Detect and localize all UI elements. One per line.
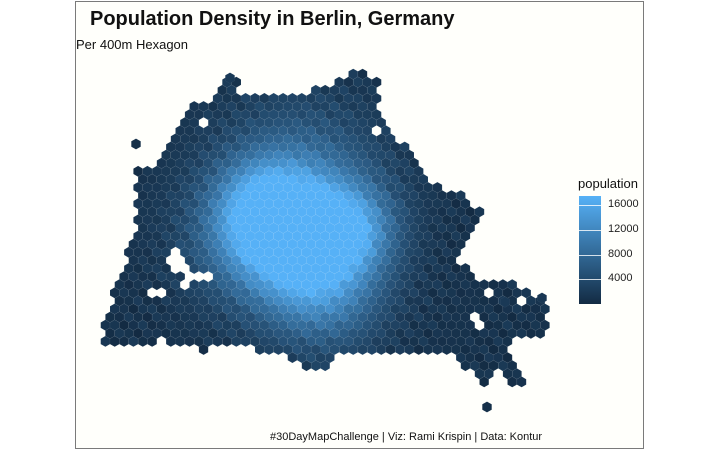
hexagon-cell: [222, 335, 232, 348]
hexagon-cell: [189, 262, 200, 275]
hexagon-cell: [357, 343, 368, 356]
hexagon-cell: [404, 343, 415, 356]
map-caption: #30DayMapChallenge | Viz: Rami Krispin |…: [270, 431, 543, 443]
hexagon-cell: [385, 343, 396, 356]
hexagon-cell: [507, 376, 518, 388]
hexagon-cell: [516, 327, 527, 339]
legend-title: population: [578, 176, 638, 191]
legend-tick-label: 16000: [608, 198, 639, 211]
hexagon-cell: [535, 327, 546, 339]
hexagon-cell: [175, 335, 186, 348]
hexagon-cell: [432, 343, 443, 356]
hexagon-cell: [128, 335, 139, 348]
hexagon-cell: [287, 351, 298, 364]
legend-tick-mark: [579, 254, 601, 256]
hexagon-cell: [376, 343, 387, 356]
hexagon-cell: [254, 343, 265, 356]
hexagon-cell: [231, 335, 242, 348]
hexagon-cell: [273, 343, 284, 356]
hexagon-cell: [516, 376, 527, 388]
hexagon-cell: [100, 335, 111, 348]
legend-colorbar: [579, 196, 601, 304]
hexagon-cell: [423, 343, 433, 356]
hexagon-cell: [338, 343, 349, 356]
hexagon-cell: [460, 360, 471, 372]
map-subtitle: Per 400m Hexagon: [76, 37, 189, 52]
hexagon-cell: [240, 335, 251, 348]
hexagon-cell: [310, 360, 321, 372]
hexagon-cell: [147, 335, 158, 348]
hexagon-cell: [109, 335, 120, 348]
hexagon-cell: [320, 360, 331, 372]
hexagon-cell: [198, 343, 209, 356]
legend-tick-label: 4000: [608, 272, 633, 285]
legend-tick-mark: [579, 229, 601, 231]
legend-tick-label: 12000: [608, 222, 639, 235]
hexagon-cell: [198, 262, 209, 275]
hexagon-cell: [441, 343, 452, 356]
hexagon-cell: [413, 343, 424, 356]
legend-tick-label: 8000: [608, 247, 633, 260]
hexagon-cell: [366, 343, 377, 356]
hexagon-cell: [537, 292, 547, 304]
hexagon-cell: [264, 343, 274, 356]
hexagon-cell: [482, 401, 492, 413]
legend-tick-mark: [579, 279, 601, 281]
hexagon-cell: [500, 296, 510, 308]
hexagon-cell: [184, 335, 195, 348]
hexagon-cell: [137, 335, 148, 348]
hexagon-cell: [348, 343, 359, 356]
hexagon-cell: [119, 335, 129, 348]
hexagon-cell: [525, 327, 536, 339]
legend-tick-mark: [579, 205, 601, 207]
color-legend: population 16000 12000 8000 4000: [578, 176, 648, 304]
hexagon-cell: [301, 360, 312, 372]
hexagon-cell: [225, 72, 235, 84]
hexagon-cell: [151, 279, 162, 291]
hexagon-cell: [212, 335, 223, 348]
hexagon-cell: [479, 376, 490, 388]
hexagon-cell: [131, 138, 141, 150]
hexagon-cell: [165, 335, 176, 348]
hexagon-cell: [395, 343, 405, 356]
map-title: Population Density in Berlin, Germany: [90, 8, 455, 30]
